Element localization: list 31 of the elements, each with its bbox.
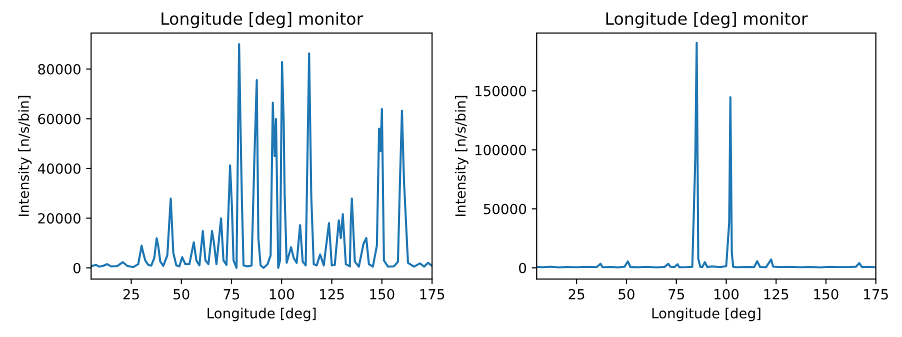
x-tick-label: 125 bbox=[320, 289, 344, 300]
y-tick-label: 50000 bbox=[484, 204, 526, 214]
x-tick-label: 75 bbox=[668, 289, 684, 300]
x-tick-label: 125 bbox=[764, 289, 788, 300]
y-axis-title: Intensity [n/s/bin] bbox=[18, 96, 32, 216]
x-tick-label: 100 bbox=[714, 289, 739, 300]
line-series bbox=[91, 43, 432, 269]
x-tick-label: 75 bbox=[224, 289, 240, 300]
x-tick-label: 50 bbox=[174, 289, 190, 300]
y-tick-label: 150000 bbox=[475, 86, 526, 96]
y-axis-title: Intensity [n/s/bin] bbox=[454, 96, 468, 216]
y-tick-label: 60000 bbox=[38, 114, 80, 124]
y-tick-label: 80000 bbox=[38, 64, 80, 75]
chart-title: Longitude [deg] monitor bbox=[162, 12, 364, 28]
y-tick-label: 40000 bbox=[38, 163, 80, 174]
x-tick-label: 25 bbox=[568, 289, 584, 300]
chart-title: Longitude [deg] monitor bbox=[606, 12, 808, 28]
x-tick-label: 150 bbox=[814, 289, 838, 300]
x-tick-label: 50 bbox=[618, 289, 634, 300]
x-axis-title: Longitude [deg] bbox=[652, 308, 760, 322]
x-tick-label: 150 bbox=[370, 289, 394, 300]
y-tick-label: 0 bbox=[519, 262, 526, 274]
line-series bbox=[536, 42, 876, 268]
x-tick-label: 25 bbox=[123, 289, 139, 300]
x-tick-label: 100 bbox=[270, 289, 294, 300]
y-tick-label: 0 bbox=[73, 262, 80, 274]
x-axis-title: Longitude [deg] bbox=[208, 308, 316, 322]
x-tick-label: 175 bbox=[864, 289, 888, 300]
x-tick-label: 175 bbox=[420, 289, 444, 300]
y-tick-label: 20000 bbox=[38, 213, 80, 224]
y-tick-label: 100000 bbox=[475, 144, 526, 156]
